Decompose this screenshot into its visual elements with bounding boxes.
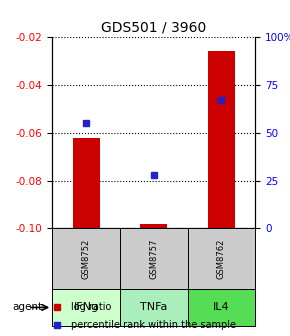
Title: GDS501 / 3960: GDS501 / 3960 [101, 20, 206, 34]
Text: agent: agent [12, 302, 42, 312]
Text: GSM8757: GSM8757 [149, 239, 158, 279]
Bar [120, 289, 188, 326]
Text: IL4: IL4 [213, 302, 230, 312]
Bar [208, 51, 235, 228]
Text: GSM8752: GSM8752 [81, 239, 90, 279]
Bar [120, 228, 188, 289]
Text: log ratio: log ratio [71, 302, 112, 312]
Text: IFNg: IFNg [73, 302, 99, 312]
Bar [72, 137, 99, 228]
Text: percentile rank within the sample: percentile rank within the sample [71, 320, 236, 330]
Bar [52, 289, 120, 326]
Bar [188, 228, 255, 289]
Bar [188, 289, 255, 326]
Text: TNFa: TNFa [140, 302, 167, 312]
Text: GSM8762: GSM8762 [217, 239, 226, 279]
Bar [140, 224, 167, 228]
Bar [52, 228, 120, 289]
